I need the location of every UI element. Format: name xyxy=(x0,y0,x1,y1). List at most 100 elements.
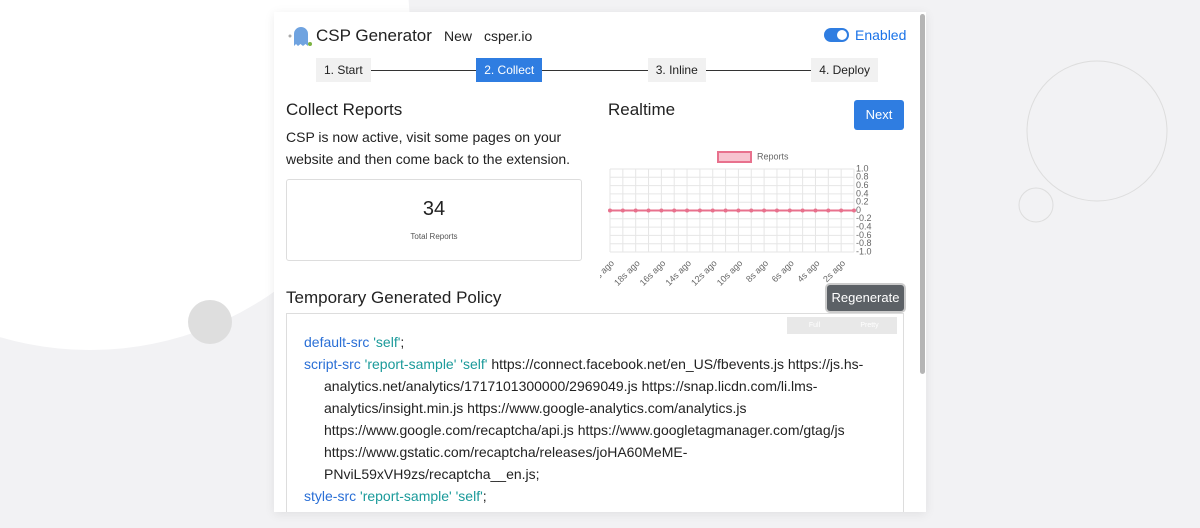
data-point xyxy=(826,208,831,213)
y-tick-label: 1.0 xyxy=(856,163,869,173)
step[interactable]: 1. Start xyxy=(316,58,371,82)
data-point xyxy=(852,208,856,213)
data-point xyxy=(685,208,690,213)
data-point xyxy=(736,208,741,213)
toggle-label: Enabled xyxy=(855,27,907,43)
x-tick-label: 14s ago xyxy=(663,258,693,288)
toggle-switch[interactable] xyxy=(824,28,849,42)
separator: ; xyxy=(400,334,405,350)
data-point xyxy=(672,208,677,213)
y-tick-label: 0.2 xyxy=(856,197,869,207)
separator: ; xyxy=(482,488,487,504)
data-point xyxy=(774,208,779,213)
view-option[interactable]: Full xyxy=(808,322,821,329)
decor-circle xyxy=(1026,60,1168,202)
x-tick-label: 16s ago xyxy=(638,258,668,288)
source: 'report-sample' xyxy=(360,488,452,504)
x-tick-label: 10s ago xyxy=(715,258,745,288)
y-tick-label: 0.8 xyxy=(856,172,869,182)
directive: default-src 'self'; xyxy=(304,331,894,353)
description: CSP is now active, visit some pages on y… xyxy=(286,129,571,167)
section-title: Collect Reports xyxy=(286,100,403,119)
view-option[interactable]: Pretty xyxy=(860,322,879,329)
x-tick-label: 8s ago xyxy=(744,258,770,284)
data-point xyxy=(762,208,767,213)
directive-name: style-src xyxy=(304,488,357,504)
source: https://connect.facebook.net/en_US/fbeve… xyxy=(491,356,784,372)
legend-swatch xyxy=(717,151,752,163)
stepper: 1. Start 2. Collect 3. Inline 4. Deploy xyxy=(316,58,878,82)
x-tick-label: 18s ago xyxy=(612,258,642,288)
step[interactable]: 3. Inline xyxy=(647,58,706,82)
report-count: 34 xyxy=(422,198,446,220)
y-tick-label: -0.2 xyxy=(856,213,872,223)
data-point xyxy=(813,208,818,213)
source: 'self' xyxy=(455,488,483,504)
data-point xyxy=(723,208,728,213)
y-tick-label: -0.4 xyxy=(856,221,872,231)
data-point xyxy=(646,208,651,213)
regenerate-button[interactable]: Regenerate xyxy=(827,285,904,311)
data-point xyxy=(633,208,638,213)
decor-circle xyxy=(188,300,232,344)
source: https://www.google-analytics.com/analyti… xyxy=(467,400,747,416)
data-point xyxy=(787,208,792,213)
directive: style-src 'report-sample' 'self'; xyxy=(304,485,894,507)
site-link[interactable]: csper.io xyxy=(484,28,533,44)
source: 'none' xyxy=(369,510,406,512)
scrollbar xyxy=(920,14,925,374)
policy-text: default-src 'self'; script-src 'report-sa… xyxy=(304,331,894,512)
separator: ; xyxy=(405,510,409,512)
directive-name: script-src xyxy=(304,356,361,372)
step-connector xyxy=(542,69,648,71)
count-label: Total Reports xyxy=(410,232,458,241)
y-tick-label: -0.8 xyxy=(856,238,872,248)
data-point xyxy=(800,208,805,213)
data-point xyxy=(659,208,664,213)
next-button[interactable]: Next xyxy=(854,100,904,130)
app-title: CSP Generator xyxy=(316,26,432,45)
realtime-chart: 1.00.80.60.40.20-0.2-0.4-0.6-0.8-1.020s … xyxy=(600,151,872,288)
data-point xyxy=(839,208,844,213)
toggle-knob xyxy=(837,30,847,40)
source: https://www.gstatic.com/recaptcha/releas… xyxy=(324,444,688,482)
x-tick-label: 12s ago xyxy=(689,258,719,288)
data-point xyxy=(697,208,702,213)
view-toggle: Full Pretty xyxy=(787,317,897,334)
data-point xyxy=(710,208,715,213)
section-title: Realtime xyxy=(608,100,676,119)
y-tick-label: 0.4 xyxy=(856,188,869,198)
step-connector xyxy=(370,69,477,71)
directive: object-src 'none'; xyxy=(304,507,894,512)
source: https://js.hs-analytics.net/analytics/17… xyxy=(324,356,864,394)
stat-card: 34 Total Reports xyxy=(286,179,582,261)
step[interactable]: 2. Collect xyxy=(476,58,543,82)
extension-panel: CSP Generator New csper.io Enabled 1. St… xyxy=(274,12,926,512)
legend-label: Reports xyxy=(757,151,789,161)
directive-name: object-src xyxy=(304,510,365,512)
source: https://www.google.com/recaptcha/api.js xyxy=(324,422,574,438)
x-tick-label: 6s ago xyxy=(770,258,796,284)
y-tick-label: 0 xyxy=(856,205,861,215)
logo xyxy=(288,27,312,46)
section-title: Temporary Generated Policy xyxy=(286,288,502,307)
source: 'report-sample' xyxy=(364,356,457,372)
separator: ; xyxy=(535,466,540,482)
y-tick-label: 0.6 xyxy=(856,180,869,190)
directive: script-src 'report-sample' 'self' https:… xyxy=(304,353,894,485)
source: https://snap.licdn.com/li.lms-analytics/… xyxy=(324,378,818,416)
decor-circle xyxy=(1018,187,1054,223)
source: 'self' xyxy=(373,334,401,350)
policy-box: Full Pretty default-src 'self'; script-sr… xyxy=(286,313,904,512)
new-link[interactable]: New xyxy=(444,28,473,44)
step[interactable]: 4. Deploy xyxy=(811,58,878,82)
y-tick-label: -1.0 xyxy=(856,246,872,256)
x-tick-label: 4s ago xyxy=(795,258,821,284)
source: https://www.googletagmanager.com/gtag/js xyxy=(577,422,845,438)
x-tick-label: 2s ago xyxy=(821,258,847,284)
y-tick-label: -0.6 xyxy=(856,230,872,240)
source: 'self' xyxy=(460,356,488,372)
data-point xyxy=(608,208,612,213)
data-point xyxy=(749,208,754,213)
step-connector xyxy=(705,69,812,71)
